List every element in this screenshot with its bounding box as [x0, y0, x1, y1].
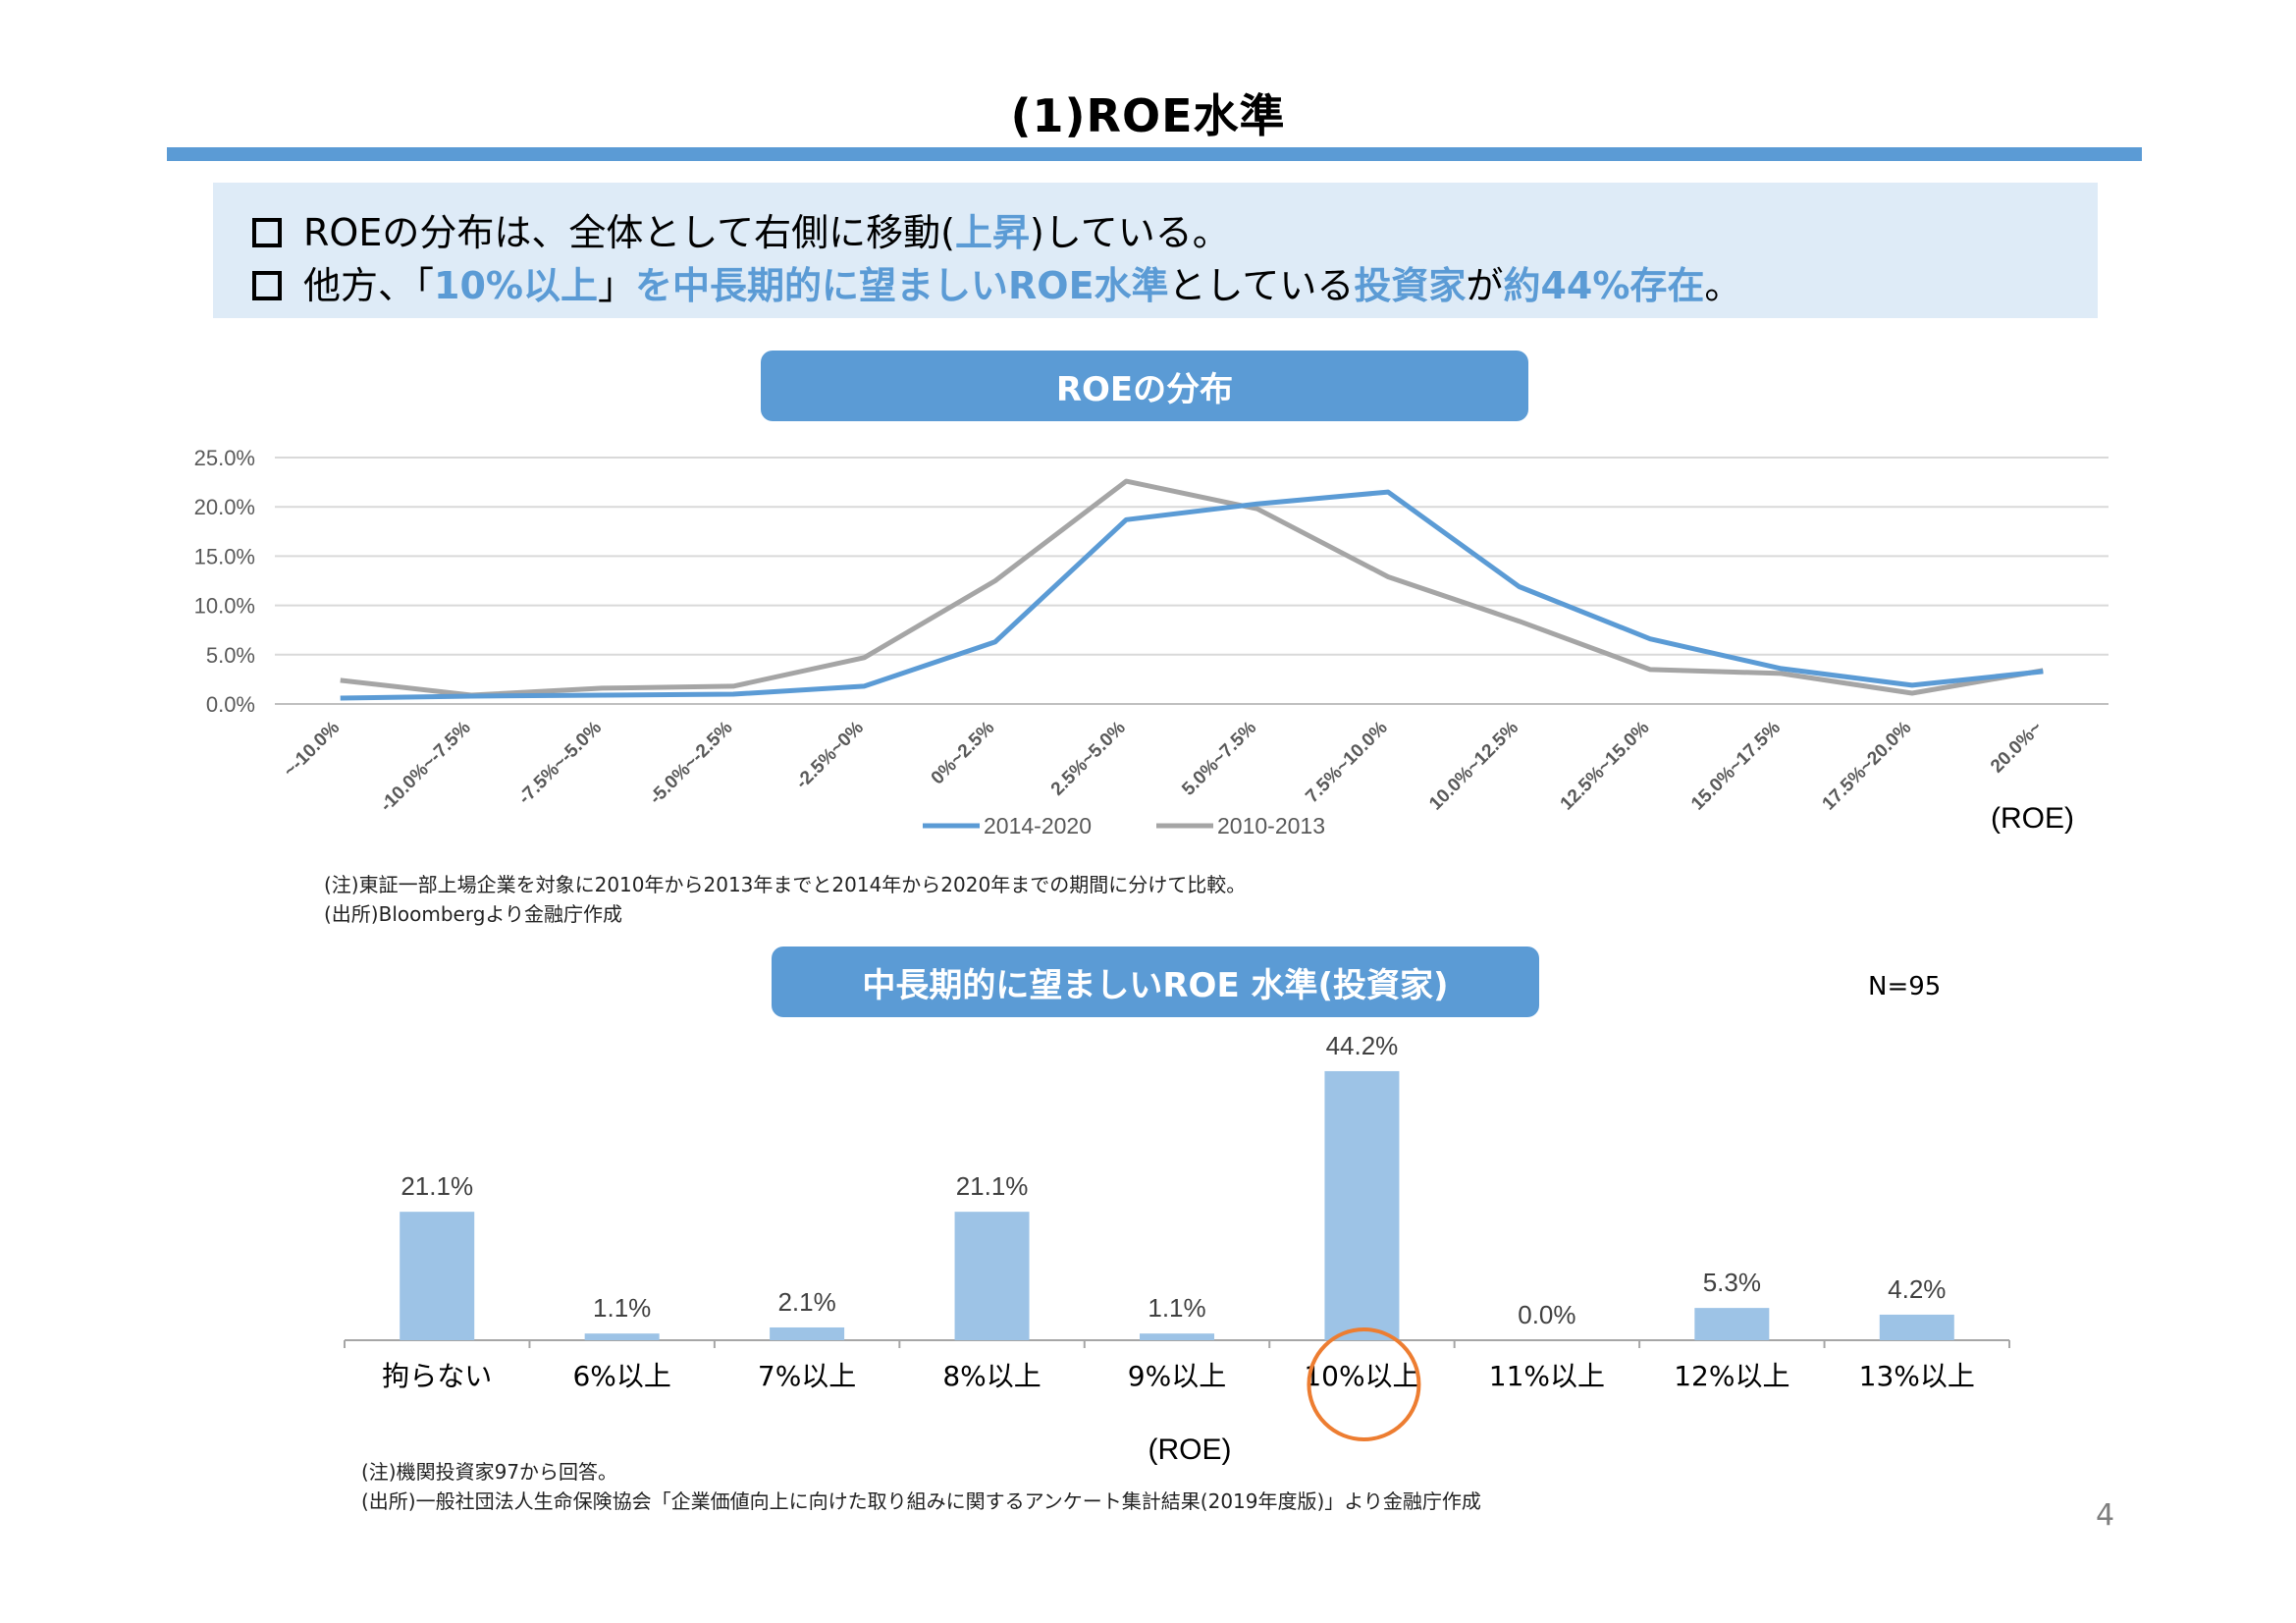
bar-value-label: 21.1% — [400, 1171, 473, 1201]
x-tick-label: 0%~2.5% — [928, 718, 999, 789]
bar-value-label: 2.1% — [777, 1287, 835, 1317]
page-title: (1)ROE水準 — [1010, 89, 1286, 142]
y-tick-label: 10.0% — [194, 594, 255, 619]
summary-highlight: を中長期的に望ましいROE水準 — [635, 264, 1169, 307]
line-chart-title: ROEの分布 — [761, 351, 1528, 421]
x-tick-label: 7.5%~10.0% — [1302, 718, 1391, 807]
summary-text: ROEの分布は、全体として右側に移動( — [303, 211, 956, 254]
bar-category-label: 拘らない — [382, 1360, 492, 1392]
x-axis-label: (ROE) — [1991, 802, 2074, 835]
summary-highlight: 上昇 — [955, 211, 1031, 254]
bar-category-label: 8%以上 — [942, 1360, 1041, 1392]
summary-text: 。 — [1704, 264, 1742, 307]
bar-category-label: 11%以上 — [1489, 1360, 1605, 1392]
bar-category-label: 6%以上 — [572, 1360, 670, 1392]
bar-chart-note: (注)機関投資家97から回答。 — [361, 1460, 618, 1484]
bar — [1879, 1314, 1954, 1340]
x-tick-label: 15.0%~17.5% — [1687, 718, 1785, 815]
title-divider — [167, 147, 2142, 161]
x-tick-label: -10.0%~-7.5% — [376, 718, 474, 816]
x-tick-label: -2.5%~0% — [792, 718, 868, 793]
bar-category-label: 9%以上 — [1128, 1360, 1226, 1392]
summary-text: としている — [1168, 264, 1355, 307]
y-tick-label: 20.0% — [194, 495, 255, 519]
bar-value-label: 1.1% — [593, 1293, 651, 1323]
bar-value-label: 44.2% — [1326, 1031, 1399, 1060]
summary-highlight: 約44%存在 — [1503, 264, 1705, 307]
summary-text: が — [1466, 264, 1504, 307]
bar-category-label: 13%以上 — [1859, 1360, 1975, 1392]
legend-label: 2010-2013 — [1217, 813, 1325, 839]
bar-chart-title: 中長期的に望ましいROE 水準(投資家) — [772, 947, 1539, 1017]
bar — [1140, 1333, 1214, 1340]
bar-value-label: 1.1% — [1148, 1293, 1205, 1323]
bar-x-axis-label: (ROE) — [1148, 1434, 1232, 1466]
summary-highlight: 10%以上 — [434, 264, 598, 307]
bar-value-label: 4.2% — [1888, 1274, 1946, 1304]
x-tick-label: 2.5%~5.0% — [1047, 718, 1130, 800]
line-chart-source: (出所)Bloombergより金融庁作成 — [324, 902, 623, 926]
x-tick-label: -5.0%~-2.5% — [646, 718, 737, 809]
x-tick-label: 5.0%~7.5% — [1178, 718, 1260, 800]
bar — [584, 1333, 660, 1340]
bar-value-label: 5.3% — [1703, 1268, 1761, 1297]
bar-chart-source: (出所)一般社団法人生命保険協会「企業価値向上に向けた取り組みに関するアンケート… — [361, 1489, 1481, 1513]
bar — [770, 1326, 845, 1340]
summary-highlight: 投資家 — [1354, 264, 1467, 307]
x-tick-label: 20.0%~ — [1987, 718, 2047, 778]
y-tick-label: 5.0% — [206, 643, 255, 668]
highlight-circle — [1307, 1327, 1421, 1441]
sample-size-label: N=95 — [1868, 972, 1942, 1001]
summary-text: )している。 — [1030, 211, 1230, 254]
series-line-2014-2020 — [340, 489, 2044, 701]
x-tick-label: 10.0%~12.5% — [1425, 718, 1522, 815]
y-tick-label: 15.0% — [194, 544, 255, 568]
checkbox-icon — [252, 218, 282, 247]
bar — [1324, 1070, 1400, 1340]
bar-category-label: 7%以上 — [758, 1360, 856, 1392]
bar — [954, 1212, 1030, 1340]
y-tick-label: 25.0% — [194, 446, 255, 470]
summary-line-2: 他方、「10%以上」を中長期的に望ましいROE水準としている投資家が約44%存在… — [252, 255, 1741, 309]
bar-value-label: 21.1% — [956, 1171, 1029, 1201]
summary-box: ROEの分布は、全体として右側に移動(上昇)している。 他方、「10%以上」を中… — [213, 183, 2098, 318]
bar — [400, 1212, 475, 1340]
summary-line-1: ROEの分布は、全体として右側に移動(上昇)している。 — [252, 202, 1230, 256]
summary-text: 他方、「 — [303, 264, 435, 307]
y-tick-label: 0.0% — [206, 692, 255, 717]
page-number: 4 — [2096, 1498, 2115, 1533]
summary-text: 」 — [597, 264, 635, 307]
checkbox-icon — [252, 271, 282, 300]
legend-label: 2014-2020 — [984, 813, 1092, 839]
x-tick-label: ~-10.0% — [280, 718, 344, 782]
bar-category-label: 12%以上 — [1674, 1360, 1789, 1392]
bar — [1694, 1308, 1770, 1340]
bar-category-label: 10%以上 — [1304, 1360, 1419, 1392]
series-line-2010-2013 — [340, 478, 2044, 698]
x-tick-label: 17.5%~20.0% — [1819, 718, 1916, 815]
line-chart-note: (注)東証一部上場企業を対象に2010年から2013年までと2014年から202… — [324, 873, 1247, 896]
bar-value-label: 0.0% — [1518, 1300, 1575, 1329]
x-tick-label: -7.5%~-5.0% — [514, 718, 606, 809]
x-tick-label: 12.5%~15.0% — [1557, 718, 1654, 815]
